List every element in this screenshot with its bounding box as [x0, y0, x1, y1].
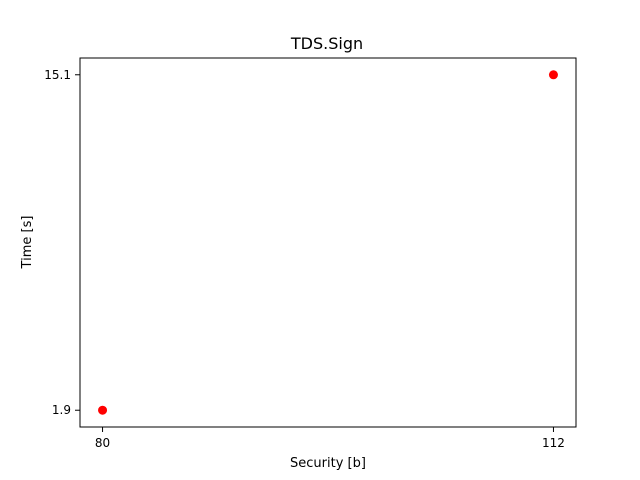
plot-area	[79, 57, 577, 428]
x-axis-ticks: 80 112	[95, 427, 565, 450]
data-point	[98, 405, 108, 415]
data-point	[548, 70, 558, 80]
y-tick-label: 15.1	[44, 68, 71, 82]
y-axis-ticks: 1.9 15.1	[44, 68, 80, 417]
x-tick-label: 112	[542, 436, 565, 450]
x-tick-label: 80	[95, 436, 110, 450]
x-axis-label: Security [b]	[290, 456, 366, 471]
data-points	[98, 70, 558, 415]
y-tick-label: 1.9	[52, 403, 71, 417]
chart-title: TDS.Sign	[290, 34, 363, 53]
y-axis-label: Time [s]	[20, 216, 35, 270]
